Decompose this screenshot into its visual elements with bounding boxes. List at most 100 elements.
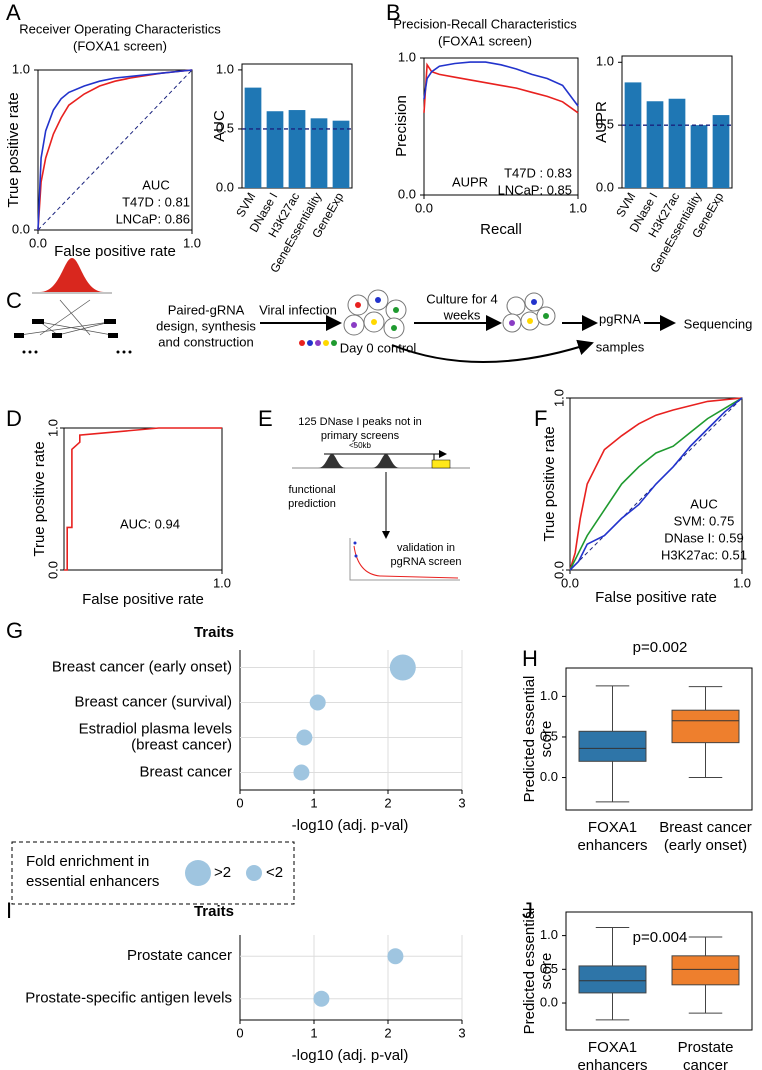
annotation: DNase I: 0.59 [664,530,744,545]
y-tick-label: 1.0 [12,61,30,76]
legend-box [11,841,295,905]
diagram-text: prediction [288,498,336,510]
legend-label: <2 [266,864,283,881]
bar [310,118,328,188]
x-tick-label: enhancers [577,1057,647,1070]
bar [668,98,686,188]
curve [423,62,579,114]
curve [423,61,579,107]
diagram-text: primary screens [321,430,400,442]
annotation: AUC: 0.94 [120,516,180,531]
y-tick-label: 0.0 [540,769,558,784]
diagram-text: functional [288,484,335,496]
y-axis-label: True positive rate [31,441,48,556]
diagram-text: Paired-gRNA [168,302,245,317]
y-tick-label: (breast cancer) [131,736,232,753]
y-tick-label: 1.0 [45,419,60,437]
annotation: AUC [142,177,169,192]
diagram-text: Sequencing [684,316,753,331]
mini-point [354,554,358,558]
diagram-text: validation in [397,542,455,554]
chart-title: p=0.002 [633,639,688,656]
diagram-text: <50kb [349,441,372,450]
y-tick-label: 0.5 [540,961,558,976]
plot-frame [565,667,753,811]
annotation: T47D : 0.81 [122,194,190,209]
curve [569,397,743,571]
x-tick-label: cancer [683,1057,728,1070]
bar [266,111,284,188]
peak [318,454,346,468]
x-tick-label: 0.0 [415,200,433,215]
panel-label: J [522,898,533,923]
y-tick-label: Estradiol plasma levels [79,720,232,737]
grna-block [108,333,118,338]
mini-curve [353,545,459,579]
y-axis-label: score [538,953,555,990]
chart-title: Receiver Operating Characteristics [19,21,221,36]
diagram-text: Viral infection [259,302,337,317]
x-tick-label: FOXA1 [588,1039,637,1056]
y-axis-label: Predicted essential [521,908,538,1035]
y-tick-label: 0.0 [398,186,416,201]
chart-title: Traits [194,903,234,920]
annotation: AUC [690,496,717,511]
bubble [387,948,404,965]
y-tick-label: Breast cancer (survival) [74,693,232,710]
x-tick-label: 3 [458,795,465,810]
plot-frame [565,911,753,1031]
bar [646,101,664,188]
box [671,709,740,744]
y-axis-label: AUPR [593,101,610,143]
y-tick-label: 0.0 [45,561,60,579]
peak [372,454,400,468]
x-tick-label: 1 [310,795,317,810]
panel-label: H [522,646,538,671]
y-axis-label: Precision [393,95,410,157]
plot-frame [423,57,579,196]
x-axis-label: Recall [480,221,522,238]
annotation: AUPR [452,174,488,189]
x-tick-label: 1.0 [569,200,587,215]
panel-label: A [6,0,21,25]
x-tick-label: 0 [236,795,243,810]
y-tick-label: 1.0 [216,61,234,76]
x-tick-label: Prostate [678,1039,734,1056]
bubble [309,694,326,711]
ellipsis [22,350,132,354]
y-tick-label: 0.0 [551,561,566,579]
legend-title: Fold enrichment in [26,853,149,870]
x-tick-label: 0 [236,1025,243,1040]
diagram-text: design, synthesis [156,318,256,333]
panel-label: F [534,406,547,431]
bar [332,120,350,188]
y-tick-label: 1.0 [540,927,558,942]
plot-frame [569,397,743,571]
mini-point [353,541,357,545]
bar [624,82,642,188]
bar [690,125,708,188]
panel-label: B [386,0,401,25]
y-tick-label: Breast cancer (early onset) [52,658,232,675]
y-tick-label: 0.0 [216,179,234,194]
gene [431,459,451,469]
pairing-lines [19,299,113,336]
x-tick-label: Breast cancer [659,819,752,836]
x-axis-label: -log10 (adj. p-val) [292,817,409,834]
plot-frame [63,427,223,571]
legend-label: >2 [214,864,231,881]
diagram-c: Paired-gRNA design, synthesis and constr… [14,258,753,363]
legend-title: essential enhancers [26,873,159,890]
grna-block [104,319,116,324]
panel-label: I [6,898,12,923]
legend-swatch [246,865,262,881]
x-tick-label: 0.0 [561,575,579,590]
y-tick-label: 0.0 [596,179,614,194]
y-tick-label: 1.0 [398,49,416,64]
plot-frame [37,69,193,231]
legend-swatch [185,860,211,886]
x-tick-label: 2 [384,1025,391,1040]
x-tick-label: 1 [310,1025,317,1040]
x-tick-label: FOXA1 [588,819,637,836]
y-tick-label: 0.0 [540,994,558,1009]
